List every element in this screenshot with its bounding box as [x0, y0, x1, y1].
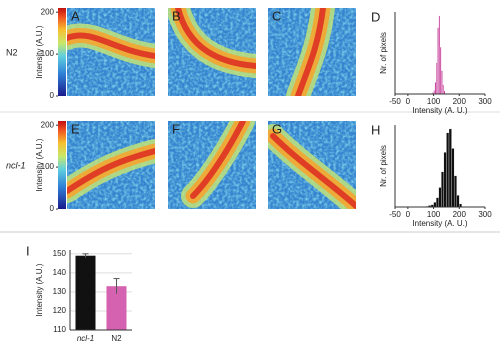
colorbar-tick-label: 100	[41, 162, 55, 171]
x-tick-label: -50	[389, 97, 401, 106]
row-label: ncl-1	[6, 160, 26, 170]
heatmap	[168, 121, 256, 209]
colorbar-tick-label: 0	[50, 91, 55, 100]
hist-bar	[439, 46, 442, 95]
colorbar	[58, 8, 66, 96]
hist-bar	[453, 175, 457, 208]
x-tick-label: 0	[406, 210, 411, 219]
y-tick-label: 140	[53, 268, 67, 277]
heatmap	[268, 8, 356, 96]
heatmap	[67, 8, 155, 96]
panel-letter: G	[272, 121, 282, 136]
hist-bar	[438, 187, 442, 208]
hist-bar	[438, 15, 441, 95]
colorbar-tick-label: 200	[41, 120, 55, 129]
y-tick-label: 110	[53, 325, 66, 334]
panel-letter: B	[172, 8, 181, 23]
heatmap-band	[190, 121, 246, 199]
heatmap-band	[295, 8, 326, 96]
x-tick-label: 300	[478, 210, 492, 219]
x-tick-label: 200	[453, 97, 467, 106]
y-tick-label: 120	[53, 306, 67, 315]
heatmap	[67, 121, 155, 209]
hist-bar	[433, 202, 437, 208]
x-tick-label: 200	[453, 210, 467, 219]
heatmap	[168, 8, 256, 96]
panel-letter: I	[26, 243, 30, 258]
x-tick-label: 300	[478, 97, 492, 106]
hist-bar	[442, 84, 445, 95]
colorbar-label: Intensity (A.U.)	[35, 25, 44, 78]
hist-bar	[434, 82, 437, 95]
colorbar-tick-label: 100	[41, 49, 55, 58]
heatmap-band	[67, 32, 155, 59]
colorbar-tick-label: 200	[41, 7, 55, 16]
colorbar-tick-label: 0	[50, 204, 55, 213]
hist-bar	[448, 128, 452, 208]
x-axis-label: Intensity (A. U.)	[412, 219, 467, 228]
hist-bar	[433, 89, 436, 95]
colorbar	[58, 121, 66, 209]
x-tick-label: 100	[427, 210, 441, 219]
y-axis-label: Nr. of pixels	[379, 32, 388, 74]
hist-bar	[456, 195, 460, 208]
hist-bar	[441, 171, 445, 208]
panel-letter: E	[71, 121, 80, 136]
hist-bar	[435, 62, 438, 95]
heatmap-band	[270, 133, 356, 209]
x-tick-label: N2	[111, 334, 122, 343]
heatmap-band	[67, 148, 155, 194]
x-axis-label: Intensity (A. U.)	[412, 106, 467, 115]
panel-letter: D	[371, 9, 380, 24]
hist-bar	[443, 152, 447, 208]
hist-bar	[437, 27, 439, 95]
hist-bar	[446, 132, 450, 208]
x-tick-label: -50	[389, 210, 401, 219]
hist-bar	[441, 70, 443, 95]
x-tick-label: ncl-1	[77, 334, 94, 343]
panel-letter: F	[172, 121, 180, 136]
y-axis-label: Intensity (A.U.)	[35, 263, 44, 316]
panel-letter: A	[71, 8, 80, 23]
y-tick-label: 150	[53, 249, 67, 258]
x-tick-label: 100	[427, 97, 441, 106]
bar	[106, 286, 127, 330]
panel-letter: C	[272, 8, 281, 23]
y-axis-label: Nr. of pixels	[379, 145, 388, 187]
row-label: N2	[6, 47, 18, 57]
hist-bar	[435, 197, 439, 208]
bar	[75, 255, 96, 330]
hist-bar	[451, 148, 455, 208]
heatmap-band	[175, 8, 256, 69]
y-tick-label: 130	[53, 287, 67, 296]
panel-letter: H	[371, 122, 380, 137]
x-tick-label: 0	[406, 97, 411, 106]
colorbar-label: Intensity (A.U.)	[35, 138, 44, 191]
heatmap	[268, 121, 356, 209]
